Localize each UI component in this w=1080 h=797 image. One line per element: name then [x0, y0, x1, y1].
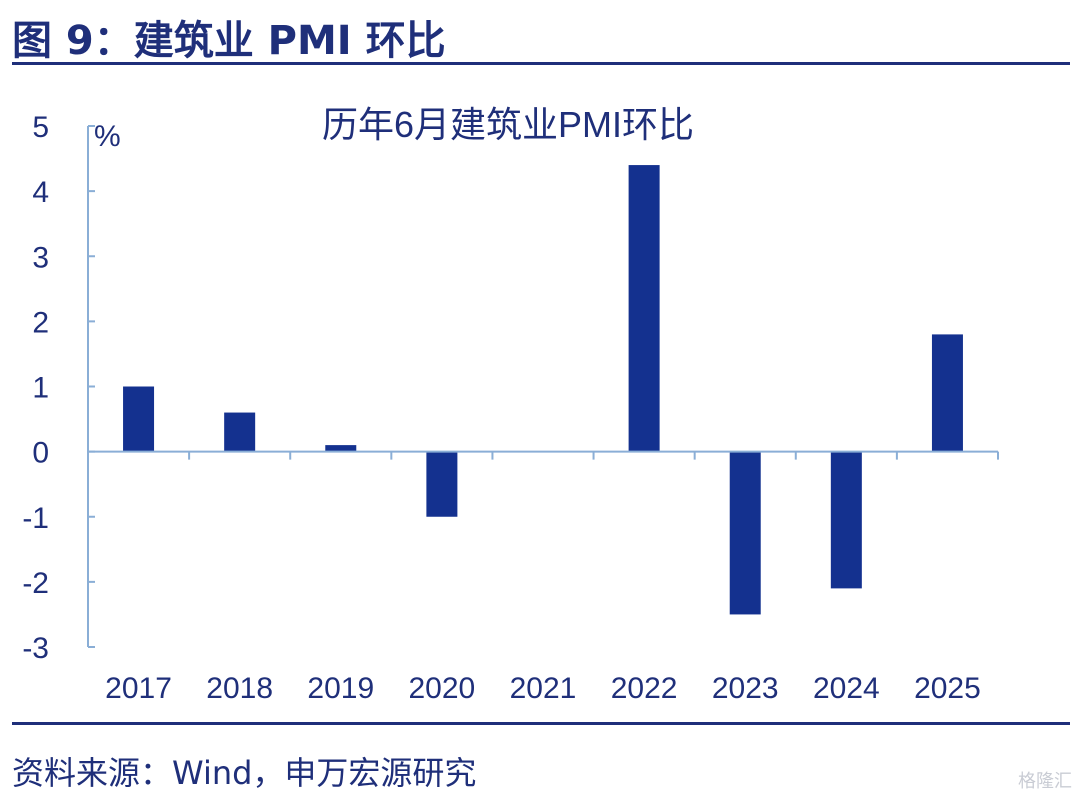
x-tick-label: 2020	[409, 672, 476, 705]
bar-2017	[123, 386, 155, 452]
y-tick-label: -1	[22, 502, 49, 535]
x-tick-label: 2017	[105, 672, 172, 705]
y-tick-label: -3	[22, 632, 49, 665]
figure-title: 图 9：建筑业 PMI 环比	[12, 18, 446, 64]
bar-2018	[224, 412, 256, 452]
x-tick-label: 2024	[813, 672, 880, 705]
title-divider	[12, 62, 1070, 65]
y-axis-unit-label: %	[94, 120, 121, 153]
x-tick-label: 2021	[510, 672, 577, 705]
bar-2022	[628, 165, 660, 452]
y-axis-tick-labels: 5 4 3 2 1 0 -1 -2 -3	[22, 111, 49, 665]
y-tick-label: 2	[32, 306, 49, 339]
x-tick-label: 2025	[914, 672, 981, 705]
x-tick-label: 2022	[611, 672, 678, 705]
x-tick-label: 2018	[206, 672, 273, 705]
source-note: 资料来源：Wind，申万宏源研究	[12, 754, 477, 792]
bar-2024	[830, 451, 862, 589]
y-tick-label: 4	[32, 176, 49, 209]
bar-series	[123, 165, 963, 615]
y-tick-label: 0	[32, 437, 49, 470]
x-tick-label: 2019	[307, 672, 374, 705]
bar-2020	[426, 451, 458, 517]
y-tick-label: 3	[32, 241, 49, 274]
bar-chart: 历年6月建筑业PMI环比 % 5 4 3 2 1 0 -1 -2 -3 2017 2018 2019…	[22, 104, 999, 705]
y-tick-label: 1	[32, 372, 49, 405]
source-divider	[12, 722, 1070, 725]
bar-2023	[729, 451, 761, 615]
y-tick-label: -2	[22, 567, 49, 600]
watermark: 格隆汇	[1018, 771, 1072, 792]
bar-2019	[325, 445, 357, 452]
x-tick-label: 2023	[712, 672, 779, 705]
x-axis-tick-labels: 2017 2018 2019 2020 2021 2022 2023 2024 2025	[105, 672, 981, 705]
y-tick-label: 5	[32, 111, 49, 144]
bar-2025	[931, 334, 963, 452]
y-axis-ticks	[88, 125, 95, 648]
chart-title: 历年6月建筑业PMI环比	[322, 104, 694, 145]
